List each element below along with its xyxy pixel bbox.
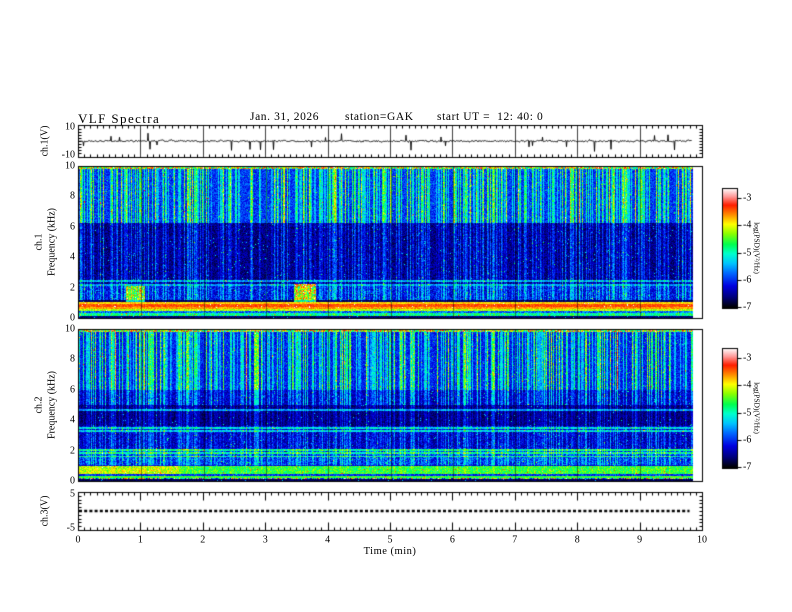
ch1-voltage-axis-label: ch.1(V): [39, 125, 51, 157]
tick-label: -6: [743, 274, 752, 286]
tick-label: 2: [70, 445, 75, 457]
tick-label: 3: [262, 534, 268, 546]
spec2-frequency-axis-label: Frequency (kHz): [46, 370, 58, 440]
tick-label: 2: [200, 534, 206, 546]
tick-label: 10: [697, 534, 707, 546]
tick-label: 0: [75, 534, 81, 546]
tick-label: 0: [70, 475, 75, 487]
tick-label: 4: [325, 534, 331, 546]
tick-label: 8: [574, 534, 580, 546]
tick-label: 1: [137, 534, 143, 546]
tick-label: 10: [65, 160, 75, 172]
header-start-ut: start UT = 12: 40: 0: [437, 111, 544, 123]
page-title: VLF Spectra: [78, 111, 161, 126]
time-axis-label: Time (min): [363, 546, 417, 557]
header-date: Jan. 31, 2026: [250, 111, 320, 123]
tick-label: 9: [637, 534, 643, 546]
tick-label: -3: [743, 192, 752, 204]
tick-label: -4: [743, 219, 752, 231]
tick-label: -6: [743, 434, 752, 446]
tick-label: -3: [743, 352, 752, 364]
tick-label: -5: [743, 407, 752, 418]
tick-label: -7: [743, 461, 752, 473]
tick-label: -5: [66, 522, 75, 534]
tick-label: 6: [449, 534, 455, 546]
tick-label: 4: [70, 414, 75, 426]
spec1-channel-label: ch.1: [33, 233, 45, 251]
ch3-voltage-axis-label: ch.3(V): [39, 495, 51, 527]
tick-label: 8: [70, 190, 75, 202]
tick-label: 10: [65, 323, 75, 335]
tick-label: 2: [70, 282, 75, 294]
spec2-channel-label: ch.2: [33, 396, 45, 414]
tick-label: 8: [70, 353, 75, 365]
tick-label: 0: [70, 312, 75, 324]
tick-label: -10: [61, 149, 75, 161]
tick-label: -5: [743, 247, 752, 258]
tick-label: -7: [743, 301, 752, 313]
colorbar1-label: log(PSD)(V²/Hz): [752, 222, 762, 274]
spec1-frequency-axis-label: Frequency (kHz): [46, 207, 58, 277]
colorbar2-label: log(PSD)(V²/Hz): [752, 382, 762, 434]
tick-label: -4: [743, 379, 752, 391]
tick-label: 6: [70, 221, 75, 233]
tick-label: 5: [70, 488, 75, 500]
tick-label: 4: [70, 251, 75, 263]
tick-label: 7: [512, 534, 518, 546]
tick-label: 6: [70, 384, 75, 396]
tick-label: 5: [387, 534, 393, 546]
tick-label: 10: [65, 121, 75, 133]
header-station: station=GAK: [345, 111, 414, 123]
